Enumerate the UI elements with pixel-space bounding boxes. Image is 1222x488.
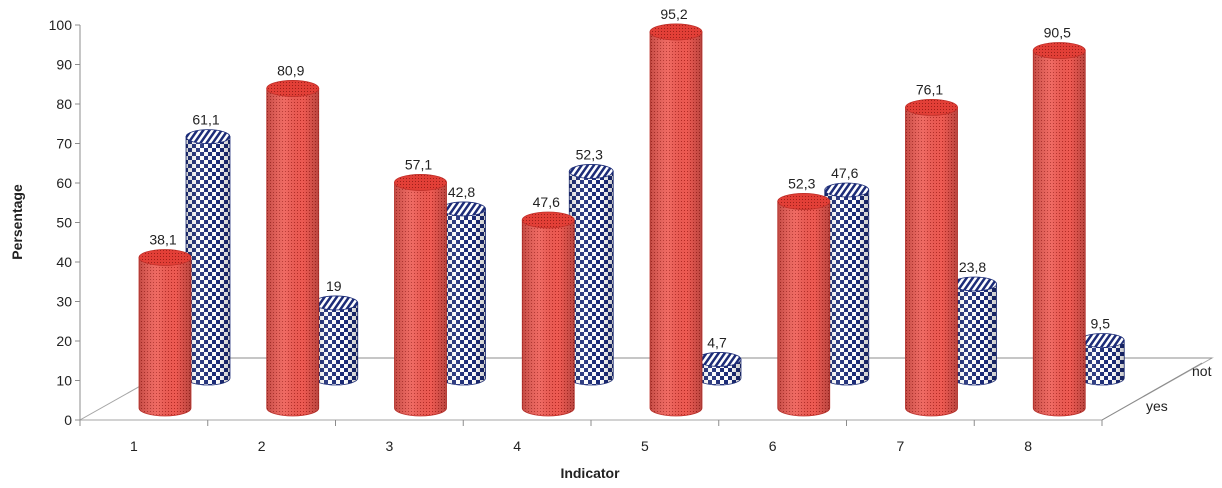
data-label-yes: 95,2 [660,6,687,22]
bar-yes-top [777,193,831,210]
bar-not [824,182,870,386]
bar-yes [266,80,320,417]
bar-not-top [313,295,359,311]
bar-yes [138,249,192,417]
x-tick-label: 7 [896,438,904,454]
bar-yes-top [138,249,192,266]
bar-not-top [952,276,997,292]
bar-not-shade [824,189,869,386]
bar-not [952,276,997,386]
bar-not-shade [186,136,230,385]
bar-not-top [696,352,742,367]
data-label-yes: 57,1 [405,156,432,172]
y-tick-label: 40 [56,254,72,270]
bar-not [185,129,231,386]
bar-not-top [441,201,486,217]
bar-yes-shade [1033,50,1086,417]
bar-yes-top [649,23,703,41]
depth-axis-line [1101,362,1203,421]
depth-axis-label: yes [1146,398,1168,414]
bar-yes [777,193,831,417]
y-tick-label: 50 [56,215,72,231]
bar-not [441,201,486,386]
bar-not [696,352,742,386]
bar-yes-top [394,174,447,191]
data-label-not: 47,6 [831,165,858,181]
bar-yes-shade [139,257,191,416]
x-tick-label: 3 [385,438,393,454]
bar-not-shade [952,283,997,386]
y-tick-label: 60 [56,175,72,191]
y-tick-label: 70 [56,136,72,152]
bar-yes-shade [522,219,575,416]
bar-not-top [1079,333,1125,348]
data-label-not: 61,1 [192,112,219,128]
data-label-not: 9,5 [1091,315,1111,331]
x-tick-label: 2 [258,438,266,454]
bar-yes [394,174,447,417]
bar-yes [1032,42,1086,417]
data-label-yes: 38,1 [149,232,176,248]
bar-not [568,164,614,386]
y-tick-label: 90 [56,57,72,73]
bar-yes-shade [905,107,958,416]
bar-not-top [185,129,231,145]
bar-not-shade [441,208,486,386]
data-label-not: 52,3 [576,146,603,162]
bar-yes [521,211,575,417]
data-label-not: 4,7 [707,334,727,350]
bar-yes [649,23,703,417]
x-tick-label: 6 [769,438,777,454]
y-tick-label: 80 [56,96,72,112]
bar-yes-shade [650,31,702,417]
bar-not-shade [569,171,614,386]
bar-yes-top [521,211,575,229]
bar-not [1079,333,1125,386]
x-axis-title: Indicator [560,465,620,481]
data-label-yes: 80,9 [277,62,304,78]
bar-yes-shade [777,201,830,416]
bar-not-top [824,182,870,198]
data-label-yes: 90,5 [1044,25,1071,41]
bar-yes [905,99,958,417]
bar-not-shade [313,302,358,386]
x-tick-label: 5 [641,438,649,454]
depth-axis-label: not [1192,363,1212,379]
bar-yes-top [266,80,320,97]
x-tick-label: 1 [130,438,138,454]
bar-yes-shade [394,182,447,416]
y-axis-title: Persentage [9,184,25,260]
y-tick-label: 100 [49,17,73,33]
y-tick-label: 30 [56,294,72,310]
data-label-not: 19 [326,278,342,294]
data-label-yes: 76,1 [916,81,943,97]
bar-not-shade [1080,340,1125,386]
data-label-yes: 52,3 [788,175,815,191]
data-label-yes: 47,6 [533,194,560,210]
bar-not [313,295,359,386]
x-tick-label: 8 [1024,438,1032,454]
bar-yes-shade [266,88,319,416]
bar-yes-top [905,99,958,116]
bar-yes-top [1032,42,1086,59]
data-label-not: 42,8 [448,184,475,200]
data-label-not: 23,8 [959,259,986,275]
x-tick-label: 4 [513,438,521,454]
y-tick-label: 0 [64,412,72,428]
bar-not-top [568,164,614,179]
y-tick-label: 20 [56,333,72,349]
y-tick-label: 10 [56,373,72,389]
